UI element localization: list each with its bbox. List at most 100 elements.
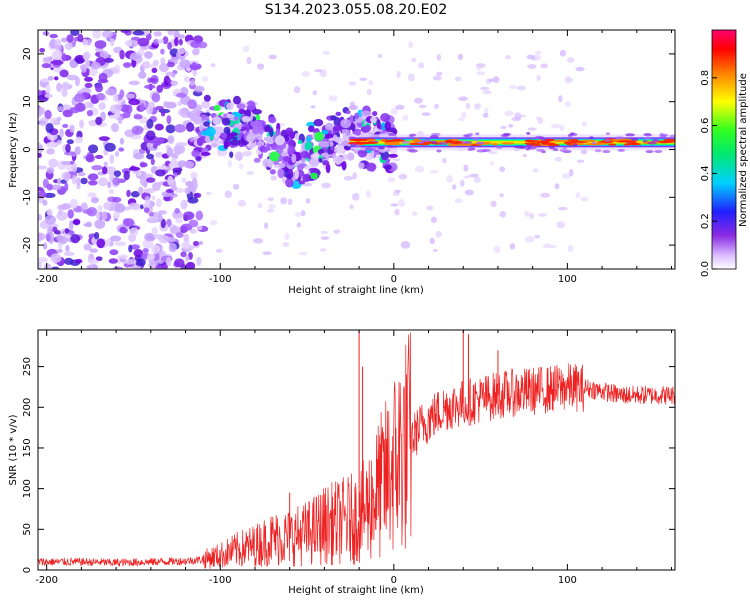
spectrogram-blob bbox=[322, 50, 331, 56]
spectrogram-blob bbox=[314, 131, 324, 142]
spectrogram-blob bbox=[457, 143, 473, 146]
spectrogram-blob bbox=[69, 106, 81, 114]
spectrogram-blob bbox=[533, 168, 539, 173]
spectrogram-blob bbox=[343, 175, 354, 181]
spectrogram-blob bbox=[39, 47, 46, 53]
spectrogram-blob bbox=[61, 160, 73, 166]
spectrogram-blob bbox=[174, 207, 180, 214]
spectrogram-blob bbox=[118, 254, 129, 259]
spectrogram-blob bbox=[547, 143, 560, 147]
spectrogram-blob bbox=[62, 123, 69, 128]
spectrogram-blob bbox=[128, 166, 141, 171]
spectrogram-blob bbox=[324, 122, 334, 131]
spectrogram-blob bbox=[269, 169, 276, 175]
spectrogram-blob bbox=[126, 189, 131, 198]
spectrogram-blob bbox=[191, 61, 198, 71]
spectrogram-blob bbox=[92, 30, 102, 39]
spectrogram-blob bbox=[496, 146, 503, 150]
spectrogram-blob bbox=[145, 130, 156, 141]
spectrogram-blob bbox=[183, 211, 195, 220]
spectrogram-blob bbox=[575, 66, 585, 72]
spectrogram-blob bbox=[538, 140, 551, 144]
spectrogram-blob bbox=[548, 245, 557, 249]
spectrogram-blob bbox=[387, 176, 396, 183]
spectrogram-blob bbox=[526, 143, 534, 147]
spectrogram-blob bbox=[423, 141, 433, 144]
spectrogram-blob bbox=[64, 42, 73, 51]
spectrogram-blob bbox=[330, 115, 337, 121]
spectrogram-blob bbox=[557, 206, 568, 211]
spectrogram-blob bbox=[527, 64, 537, 70]
spectrogram-blob bbox=[454, 76, 462, 82]
spectrogram-blob bbox=[325, 163, 331, 174]
spectrogram-blob bbox=[302, 182, 312, 187]
spectrogram-blob bbox=[61, 81, 70, 91]
spectrogram-blob bbox=[76, 177, 81, 186]
snr-y-tick-label: 100 bbox=[22, 479, 33, 498]
spectrogram-y-tick-label: 0 bbox=[22, 146, 33, 152]
spectrogram-blob bbox=[268, 54, 277, 60]
spectrogram-blob bbox=[508, 123, 514, 128]
spectrogram-blob bbox=[195, 210, 204, 221]
spectrogram-blob bbox=[45, 122, 54, 133]
spectrogram-blob bbox=[167, 175, 174, 186]
snr-series-line bbox=[38, 332, 675, 569]
spectrogram-blob bbox=[366, 139, 377, 142]
spectrogram-blob bbox=[46, 141, 57, 148]
spectrogram-blob bbox=[348, 105, 359, 111]
spectrogram-blob bbox=[152, 143, 158, 149]
spectrogram-blob bbox=[223, 113, 228, 119]
spectrogram-blob bbox=[226, 102, 234, 111]
spectrogram-blob bbox=[112, 176, 121, 186]
spectrogram-blob bbox=[120, 104, 130, 113]
spectrogram-blob bbox=[203, 94, 211, 102]
spectrogram-blob bbox=[135, 258, 146, 267]
spectrogram-blob bbox=[104, 166, 117, 175]
spectrogram-blob bbox=[280, 197, 287, 205]
spectrogram-blob bbox=[244, 109, 251, 118]
spectrogram-blob bbox=[153, 31, 163, 37]
spectrogram-blob bbox=[52, 66, 64, 73]
spectrogram-blob bbox=[95, 83, 104, 93]
spectrogram-blob bbox=[68, 220, 74, 231]
spectrogram-blob bbox=[213, 104, 221, 112]
spectrogram-blob bbox=[540, 63, 548, 69]
spectrogram-blob bbox=[251, 108, 262, 115]
spectrogram-blob bbox=[104, 142, 116, 152]
colorbar-tick-label: 0.4 bbox=[700, 165, 711, 181]
spectrogram-blob bbox=[198, 41, 208, 49]
spectrogram-blob bbox=[148, 211, 154, 217]
spectrogram-blob bbox=[295, 212, 302, 218]
spectrogram-blob bbox=[594, 149, 602, 153]
spectrogram-blob bbox=[274, 135, 286, 146]
spectrogram-blob bbox=[40, 78, 50, 83]
spectrogram-blob bbox=[327, 146, 332, 155]
spectrogram-blob bbox=[154, 123, 164, 131]
spectrogram-blob bbox=[80, 202, 88, 212]
spectrogram-blob bbox=[514, 112, 522, 120]
spectrogram-blob bbox=[147, 101, 156, 109]
spectrogram-blob bbox=[38, 152, 42, 158]
spectrogram-blob bbox=[201, 100, 211, 109]
spectrogram-blob bbox=[89, 248, 99, 253]
spectrogram-blob bbox=[196, 256, 202, 267]
spectrogram-blob bbox=[458, 96, 468, 102]
spectrogram-blob bbox=[194, 192, 202, 198]
spectrogram-blob bbox=[263, 222, 269, 229]
spectrogram-blob bbox=[576, 159, 585, 163]
spectrogram-blob bbox=[488, 151, 498, 155]
spectrogram-blob bbox=[267, 197, 274, 202]
spectrogram-blob bbox=[287, 145, 295, 156]
spectrogram-blob bbox=[110, 123, 120, 133]
spectrogram-blob bbox=[364, 147, 373, 151]
spectrogram-blob bbox=[95, 256, 103, 262]
spectrogram-blob bbox=[346, 152, 355, 161]
spectrogram-blob bbox=[79, 119, 85, 129]
spectrogram-blob bbox=[328, 95, 338, 102]
spectrogram-blob bbox=[464, 189, 474, 196]
spectrogram-blob bbox=[552, 148, 559, 152]
spectrogram-blob bbox=[90, 174, 98, 180]
spectrogram-blob bbox=[211, 143, 218, 148]
spectrogram-blob bbox=[103, 161, 108, 167]
spectrogram-blob bbox=[150, 158, 155, 166]
